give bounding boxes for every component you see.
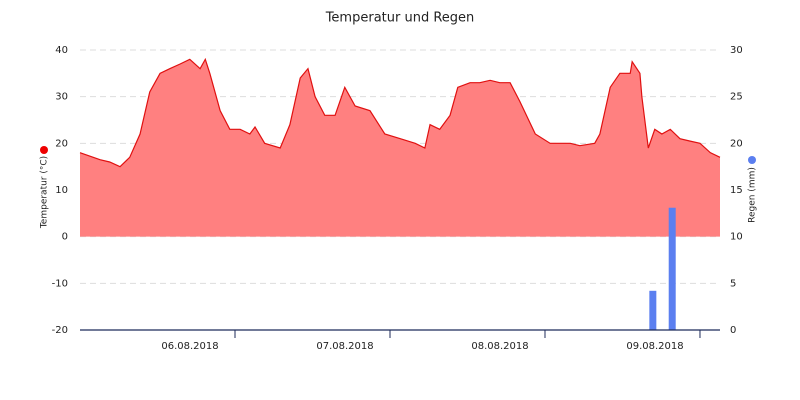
chart-title: Temperatur und Regen [325,11,475,26]
area-fill [80,59,720,237]
y-tick-label: -20 [52,325,68,336]
y-tick-label: 20 [55,138,68,149]
y2-tick-label: 15 [730,185,743,196]
rain-bar [668,207,676,330]
x-tick-label: 07.08.2018 [316,341,373,352]
y2-tick-label: 20 [730,138,743,149]
y2-tick-label: 0 [730,325,736,336]
x-tick-label: 09.08.2018 [626,341,683,352]
y-tick-label: -10 [52,278,68,289]
y2-tick-label: 25 [730,92,743,103]
temperature-line [79,57,721,168]
x-tick-label: 06.08.2018 [161,341,218,352]
y-tick-label: 30 [55,92,68,103]
y-tick-label: 40 [55,45,68,56]
y2-legend-dot [748,156,756,164]
y2-tick-label: 10 [730,232,743,243]
y2-tick-label: 5 [730,278,736,289]
y2-axis-title: Regen (mm) [748,167,758,223]
y-legend-dot [40,146,48,154]
x-tick-label: 08.08.2018 [471,341,528,352]
y2-tick-label: 30 [730,45,743,56]
y-tick-label: 10 [55,185,68,196]
rain-bar [649,290,657,330]
y-axis-title: Temperatur (°C) [40,156,50,229]
y-tick-label: 0 [62,232,68,243]
